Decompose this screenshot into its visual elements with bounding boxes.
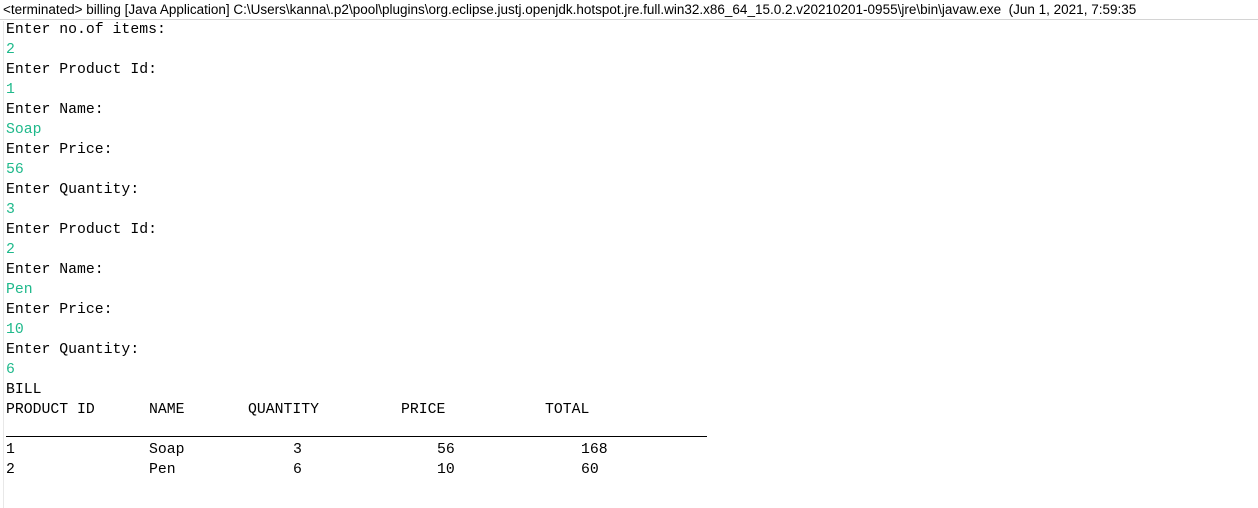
console-input: 56 (6, 162, 24, 178)
table-cell: 2 (6, 462, 15, 478)
bill-title: BILL (6, 382, 42, 398)
table-cell: Pen (149, 462, 176, 478)
console-input: 10 (6, 322, 24, 338)
column-header: TOTAL (545, 402, 590, 418)
table-cell: 6 (293, 462, 302, 478)
console-input: Soap (6, 122, 42, 138)
console-input: 3 (6, 202, 15, 218)
column-header: NAME (149, 402, 185, 418)
table-cell: 10 (437, 462, 455, 478)
table-rule (6, 436, 707, 437)
console-prompt: Enter Name: (6, 102, 104, 118)
table-cell: 56 (437, 442, 455, 458)
console-header: <terminated> billing [Java Application] … (0, 0, 1258, 20)
console-prompt: Enter Quantity: (6, 342, 140, 358)
table-cell: 168 (581, 442, 608, 458)
console-prompt: Enter Product Id: (6, 62, 157, 78)
console-input: 1 (6, 82, 15, 98)
table-cell: Soap (149, 442, 185, 458)
console-input: Pen (6, 282, 33, 298)
column-header: PRICE (401, 402, 446, 418)
console-input: 6 (6, 362, 15, 378)
console-prompt: Enter Quantity: (6, 182, 140, 198)
console-prompt: Enter Product Id: (6, 222, 157, 238)
console-prompt: Enter no.of items: (6, 22, 166, 38)
column-header: PRODUCT ID (6, 402, 95, 418)
column-header: QUANTITY (248, 402, 320, 418)
console-prompt: Enter Name: (6, 262, 104, 278)
table-cell: 60 (581, 462, 599, 478)
table-cell: 1 (6, 442, 15, 458)
console-prompt: Enter Price: (6, 142, 113, 158)
console-border (3, 21, 4, 508)
table-cell: 3 (293, 442, 302, 458)
console-input: 2 (6, 42, 15, 58)
console-prompt: Enter Price: (6, 302, 113, 318)
console-input: 2 (6, 242, 15, 258)
